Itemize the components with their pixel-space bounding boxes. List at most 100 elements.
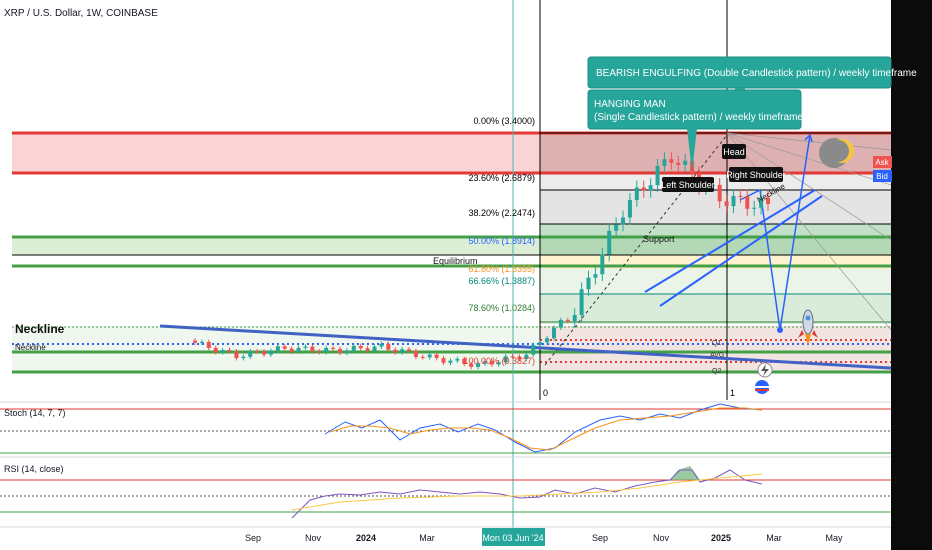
rocket-icon [798, 309, 818, 346]
candle-body [386, 343, 391, 350]
fib-zone-23 [540, 173, 891, 190]
neckline-left-label: Neckline [15, 322, 65, 336]
time-axis-label: Sep [245, 533, 261, 543]
fib-label: 61.80% (1.5355) [468, 264, 535, 274]
candle-body [669, 159, 674, 163]
dotted-trend-line [544, 134, 728, 366]
candle-body [206, 341, 211, 348]
candle-body [717, 184, 722, 202]
projection-path [739, 133, 813, 331]
candle-body [662, 159, 667, 166]
candle-body [427, 354, 432, 358]
stoch-label: Stoch (14, 7, 7) [4, 408, 66, 418]
candle-body [448, 360, 453, 363]
time-axis-label: Sep [592, 533, 608, 543]
svg-text:(Single Candlestick pattern) /: (Single Candlestick pattern) / weekly ti… [594, 112, 803, 123]
candle-body [317, 351, 322, 353]
time-axis: Sep Nov 2024 Mar Sep Nov 2025 Mar May [245, 533, 843, 543]
fib-label: 100.00% (0.3827) [463, 356, 535, 366]
fib-label: 38.20% (2.2474) [468, 208, 535, 218]
avg-label: AVG [710, 352, 724, 359]
candle-body [220, 350, 225, 353]
candle-body [586, 277, 591, 290]
fib-label: 50.00% (1.8914) [468, 236, 535, 246]
marker-one: 1 [730, 388, 735, 398]
time-axis-label: Mar [419, 533, 435, 543]
candle-body [759, 197, 764, 208]
candle-body [503, 356, 508, 363]
neckline-trend-line [159, 324, 892, 370]
candle-body [351, 345, 356, 351]
q2-label: Q2 [712, 368, 721, 375]
stoch-k-line [324, 403, 763, 453]
projection-target-dot [777, 327, 783, 333]
candle-body [372, 346, 377, 351]
chart-title: XRP / U.S. Dollar, 1W, COINBASE [4, 8, 158, 19]
candle-body [648, 185, 653, 191]
candle-body [248, 351, 253, 357]
candle-body [766, 197, 770, 204]
candle-body [683, 160, 688, 165]
candle-body [455, 358, 460, 361]
candle-body [296, 347, 301, 352]
candle-body [600, 254, 605, 275]
candle-body [282, 346, 287, 349]
candle-body [268, 350, 273, 355]
neckline-left-small-label: Neckline [15, 343, 46, 352]
candle-body [752, 207, 757, 209]
svg-text:Mon 03 Jun '24: Mon 03 Jun '24 [482, 533, 543, 543]
fib-label: 66.66% (1.3887) [468, 276, 535, 286]
candle-body [344, 350, 349, 353]
right-shoulder-label: Right Shoulder [726, 167, 786, 182]
svg-text:Right Shoulder: Right Shoulder [726, 170, 786, 180]
candle-body [262, 351, 267, 355]
candle-body [655, 165, 660, 186]
bid-tag: Bid [873, 170, 892, 182]
candle-body [579, 289, 584, 316]
candle-body [413, 350, 418, 358]
fib-label: 78.60% (1.0284) [468, 303, 535, 313]
flash-icon[interactable] [757, 362, 773, 378]
fib-zone-78 [540, 294, 891, 324]
stoch-d-line [329, 407, 763, 451]
candle-body [193, 340, 197, 343]
q1-label: Q1 [712, 340, 721, 347]
candle-body [538, 342, 543, 346]
candle-body [634, 187, 639, 201]
candle-body [724, 201, 729, 207]
fib-label: 0.00% (3.4000) [473, 116, 535, 126]
candle-body [379, 343, 384, 347]
candle-body [358, 345, 363, 349]
bearish-engulfing-callout: BEARISH ENGULFING (Double Candlestick pa… [587, 56, 917, 130]
time-axis-label: 2025 [711, 533, 731, 543]
candle-body [558, 319, 563, 328]
candle-body [289, 348, 294, 352]
head-label: Head [722, 144, 746, 159]
candle-body [462, 358, 467, 364]
support-label: Support [643, 234, 675, 244]
fib-zone-66 [540, 269, 891, 294]
candle-body [275, 346, 280, 351]
candle-body [565, 319, 570, 322]
time-axis-label: May [825, 533, 843, 543]
svg-text:Ask: Ask [875, 158, 889, 167]
fan-lines [726, 132, 892, 331]
candle-body [482, 361, 487, 364]
marker-zero: 0 [543, 388, 548, 398]
rsi-line [291, 469, 763, 519]
candle-body [607, 230, 612, 255]
hanging-man-callout: HANGING MAN (Single Candlestick pattern)… [587, 89, 803, 172]
candle-body [434, 354, 439, 359]
candle-body [255, 351, 260, 353]
time-axis-label: 2024 [356, 533, 376, 543]
equilibrium-label: Equilibrium [433, 256, 478, 266]
us-flag-icon [755, 380, 769, 394]
candle-body [199, 341, 204, 343]
candle-body [324, 347, 329, 353]
rsi-overbought-fill [670, 466, 700, 480]
candle-body [393, 349, 398, 353]
candle-body [441, 358, 446, 363]
left-shoulder-label: Left Shoulder [661, 177, 715, 192]
cursor-time-label: Mon 03 Jun '24 [482, 528, 545, 546]
